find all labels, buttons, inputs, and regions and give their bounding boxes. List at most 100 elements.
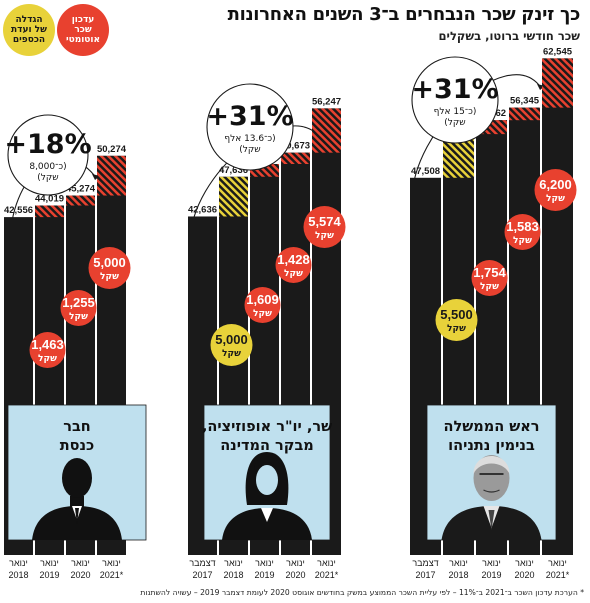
category-year-label: 2017: [415, 570, 435, 580]
panel-title: שר, יו"ר אופוזיציה,: [202, 419, 332, 435]
auto-update-circle: [244, 287, 281, 323]
bar-value-label: 50,274: [97, 144, 127, 155]
bar-value-label: 47,636: [219, 165, 248, 176]
category-year-label: 2021*: [546, 570, 570, 580]
increase-unit-label: שקל: [222, 349, 241, 359]
category-label: ינואר: [224, 558, 243, 568]
bar-increase-segment: [97, 155, 126, 196]
chart-group-2: 42,636דצמבר201747,636ינואר201849,245ינוא…: [188, 83, 346, 580]
category-label: ינואר: [102, 558, 121, 568]
category-year-label: 2019: [39, 570, 59, 580]
increase-amount-label: 1,255: [62, 295, 95, 310]
category-label: דצמבר: [412, 558, 438, 568]
bar-increase-segment: [542, 58, 573, 108]
category-year-label: 2017: [192, 570, 212, 580]
auto-update-circle: [471, 260, 508, 296]
total-change-note: שקל): [37, 173, 58, 183]
raise-circle: [435, 299, 478, 341]
increase-amount-label: 1,463: [31, 337, 64, 352]
auto-update-circle: [60, 290, 97, 326]
bar-value-label: 62,545: [543, 46, 573, 57]
category-year-label: 2020: [285, 570, 305, 580]
category-year-label: 2018: [448, 570, 468, 580]
bar-value-label: 42,556: [4, 205, 33, 216]
bar-increase-segment: [35, 205, 64, 218]
bar-value-label: 56,247: [312, 96, 341, 107]
auto-update-circle: [29, 332, 66, 368]
total-change-note: (כ־8,000: [29, 162, 66, 172]
auto-update-circle: [303, 206, 346, 248]
panel-title: כנסת: [60, 438, 95, 454]
panel-title: מבקר המדינה: [220, 438, 314, 454]
bar-value-label: 42,636: [188, 204, 217, 215]
increase-unit-label: שקל: [100, 272, 119, 282]
total-change-percent: +18%: [4, 129, 91, 160]
panel-title: ראש הממשלה: [443, 419, 539, 435]
increase-amount-label: 1,583: [506, 219, 539, 234]
panel-title: בנימין נתניהו: [448, 438, 535, 454]
bar-increase-segment: [509, 107, 540, 121]
total-change-percent: +31%: [411, 74, 498, 105]
category-year-label: 2021*: [100, 570, 124, 580]
total-change-note: שקל): [444, 118, 465, 128]
page-subtitle: שכר חודשי ברוטו, בשקלים: [438, 29, 580, 43]
increase-amount-label: 5,000: [215, 332, 248, 347]
bar-increase-segment: [281, 152, 310, 164]
category-label: ינואר: [286, 558, 305, 568]
total-change-percent: +31%: [206, 101, 293, 132]
increase-amount-label: 5,500: [440, 307, 473, 322]
increase-amount-label: 1,609: [246, 292, 279, 307]
increase-unit-label: שקל: [69, 312, 88, 322]
increase-unit-label: שקל: [480, 282, 499, 292]
category-label: ינואר: [482, 558, 501, 568]
category-year-label: 2019: [481, 570, 501, 580]
category-year-label: 2021*: [315, 570, 339, 580]
total-change-note: (כ־15 אלף: [434, 107, 477, 117]
category-label: ינואר: [40, 558, 59, 568]
person-silhouette-icon: [441, 455, 542, 540]
category-year-label: 2020: [70, 570, 90, 580]
auto-update-circle: [534, 169, 577, 211]
increase-amount-label: 5,000: [93, 255, 126, 270]
footnote: * הערכת עדכון השכר ב־2021 ב־11% – לפי על…: [140, 588, 584, 597]
category-label: דצמבר: [189, 558, 215, 568]
category-year-label: 2019: [254, 570, 274, 580]
person-silhouette-icon: [222, 452, 312, 540]
increase-unit-label: שקל: [513, 236, 532, 246]
total-change-circle: [7, 114, 89, 196]
category-label: ינואר: [548, 558, 567, 568]
bar-value-label: 47,508: [411, 166, 440, 177]
increase-unit-label: שקל: [284, 269, 303, 279]
chart-group-3: 47,508דצמבר201753,008ינואר201854,762ינוא…: [410, 46, 577, 580]
increase-unit-label: שקל: [38, 354, 57, 364]
category-label: ינואר: [71, 558, 90, 568]
increase-unit-label: שקל: [253, 309, 272, 319]
panel-title: חבר: [63, 419, 91, 435]
auto-update-circle: [504, 214, 541, 250]
category-label: ינואר: [449, 558, 468, 568]
category-label: ינואר: [515, 558, 534, 568]
bar-value-label: 50,673: [281, 141, 310, 152]
category-label: ינואר: [255, 558, 274, 568]
total-change-circle: [411, 56, 499, 144]
bar-increase-segment: [312, 108, 341, 153]
bar-increase-segment: [66, 195, 95, 206]
legend-automatic-update: עדכון שכר אוטומטי: [57, 4, 109, 56]
bar-value-label: 56,345: [510, 96, 540, 107]
increase-amount-label: 5,574: [308, 214, 341, 229]
legend-committee-raise: הגדלה של ועדת הכספים: [3, 4, 55, 56]
bar-value-label: 44,019: [35, 193, 64, 204]
bar-increase-segment: [219, 176, 248, 217]
category-year-label: 2018: [223, 570, 243, 580]
increase-amount-label: 1,428: [277, 252, 310, 267]
total-change-note: (כ־13.6 אלף: [224, 134, 275, 144]
total-change-note: שקל): [239, 145, 260, 155]
increase-unit-label: שקל: [315, 231, 334, 241]
increase-amount-label: 6,200: [539, 177, 572, 192]
auto-update-circle: [275, 247, 312, 283]
chart-group-1: 42,556 ינואר 2018 44,019 ינואר 2019 45,274 ינוא…: [4, 114, 147, 580]
bar-value-label: 45,274: [66, 184, 96, 195]
category-label: ינואר: [9, 558, 28, 568]
increase-amount-label: 1,754: [473, 265, 506, 280]
